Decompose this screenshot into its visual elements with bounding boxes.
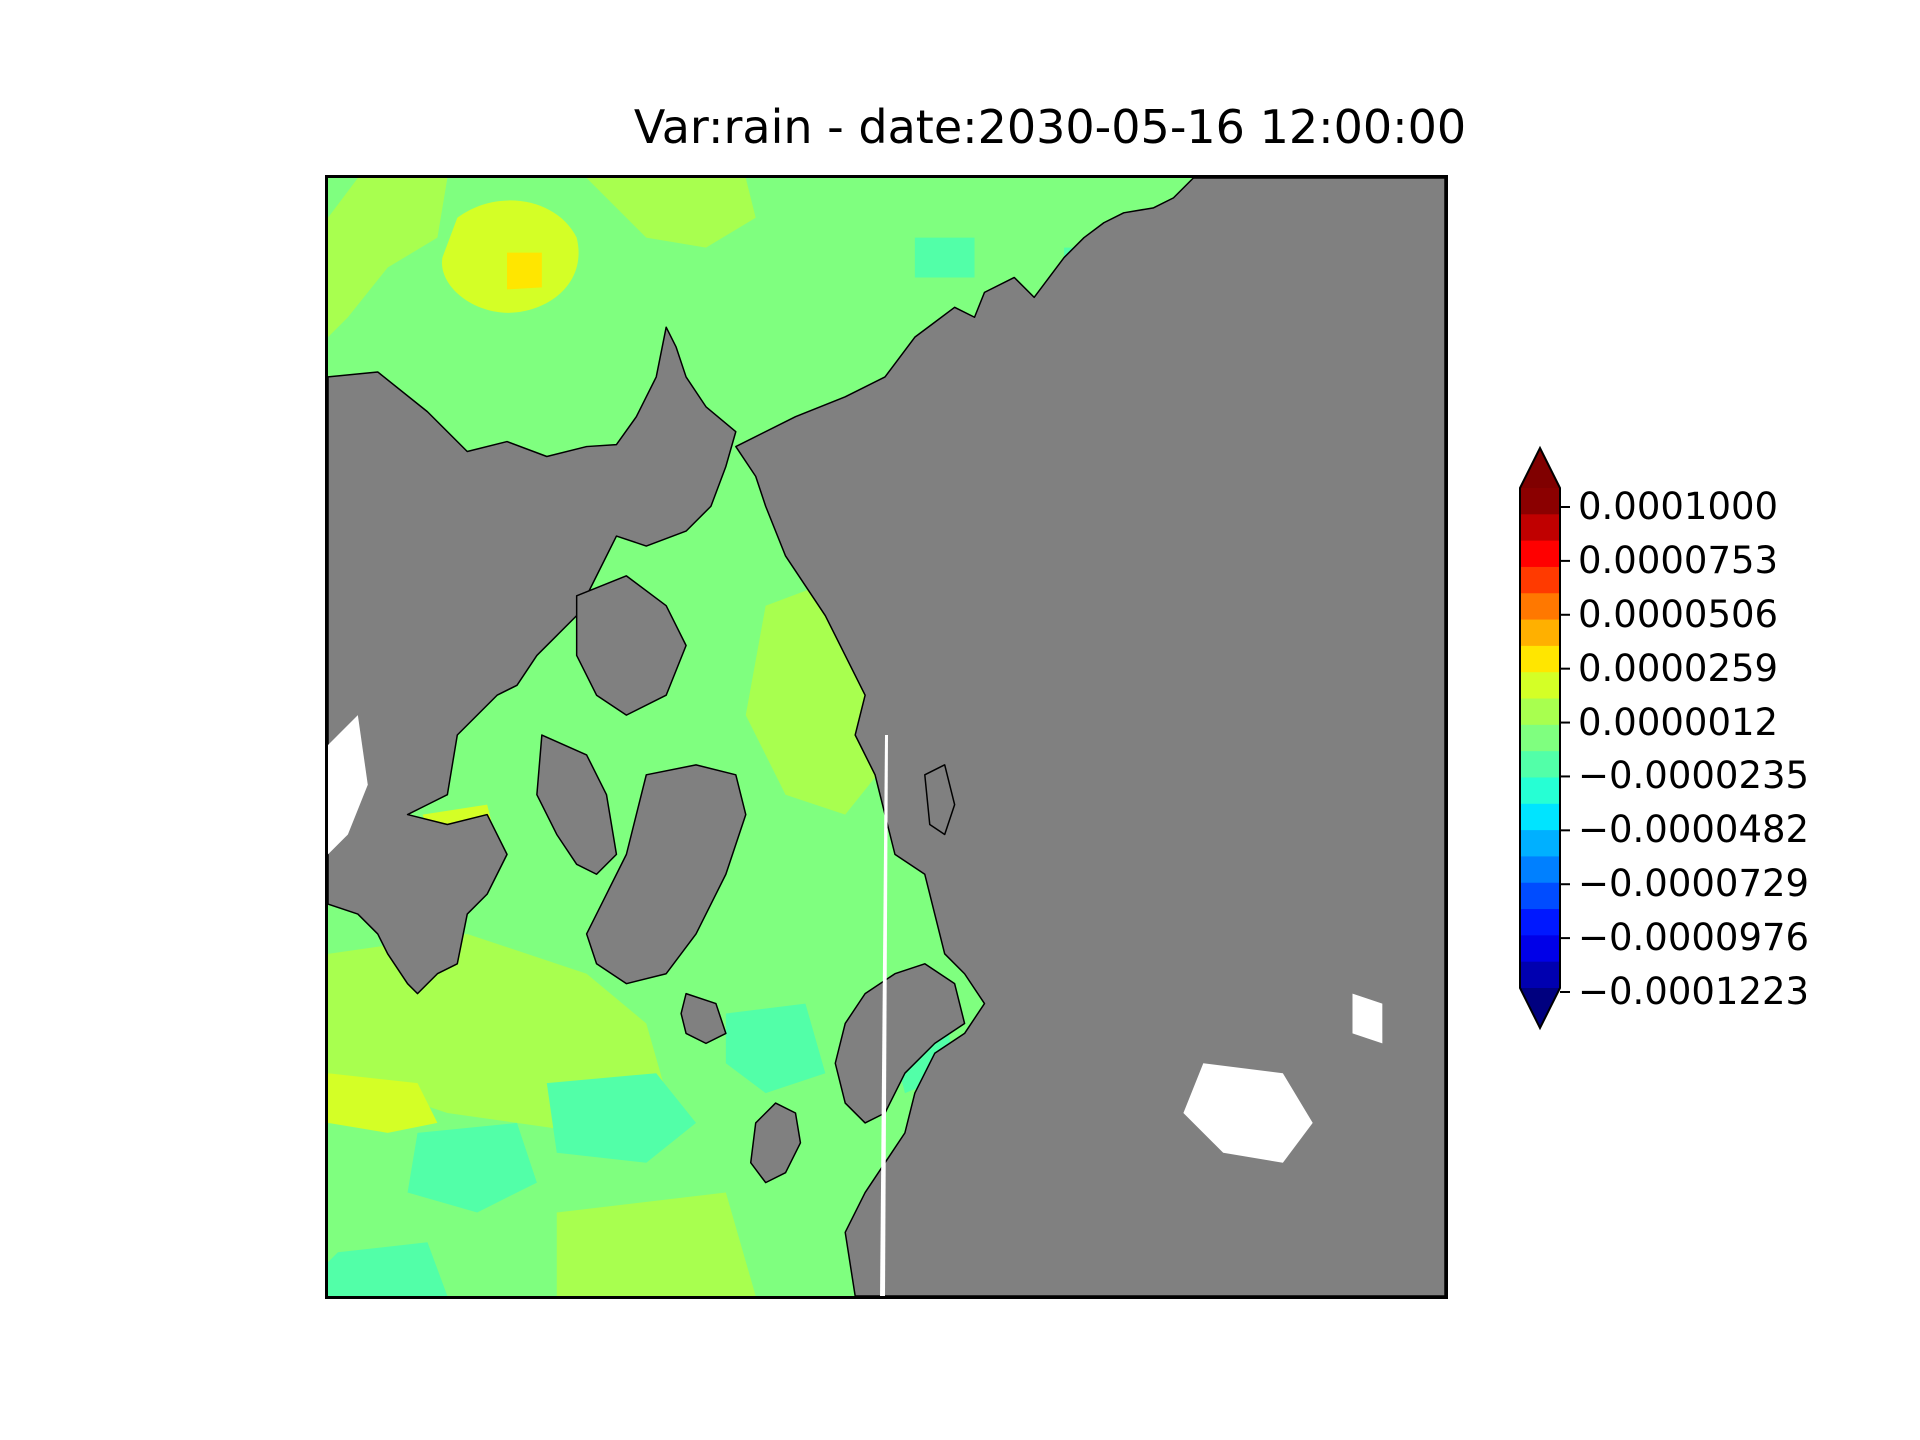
missing-data <box>328 715 1383 1296</box>
colorbar-tick-label: 0.0001000 <box>1578 485 1779 528</box>
missing-lakes-caspian <box>1183 1063 1313 1163</box>
missing-lake-aral <box>1352 993 1383 1044</box>
missing-meridian-line <box>880 735 888 1296</box>
colorbar-segment <box>1520 488 1560 515</box>
colorbar-tick-label: −0.0000976 <box>1578 916 1810 960</box>
colorbar-segment <box>1520 777 1560 805</box>
field-patch-atlantic-yellow <box>328 1073 438 1133</box>
land-north-america <box>328 326 737 995</box>
colorbar-segment <box>1520 935 1560 963</box>
colorbar-tick-label: −0.0000482 <box>1578 808 1810 852</box>
colorbar-tick-label: 0.0000506 <box>1578 592 1779 636</box>
colorbar-segment <box>1520 593 1560 621</box>
chart-title: Var:rain - date:2030-05-16 12:00:00 <box>633 100 1467 154</box>
colorbar-segment <box>1520 619 1560 647</box>
missing-lake-west <box>328 715 368 855</box>
colorbar-extend-max <box>1520 448 1560 488</box>
colorbar-segment <box>1520 698 1560 726</box>
colorbar-tick-label: −0.0000235 <box>1578 754 1810 798</box>
field-patch-bottom-light <box>556 1192 756 1296</box>
colorbar-segment <box>1520 751 1560 778</box>
field-patch-atlantic-cyan2 <box>546 1073 697 1163</box>
land-masses <box>328 178 1445 1296</box>
map-canvas <box>328 178 1445 1296</box>
land-british-isles <box>749 1102 802 1184</box>
colorbar-segment <box>1520 672 1560 700</box>
field-patch-cyan-1 <box>914 237 975 278</box>
colorbar-tick-label: 0.0000012 <box>1578 700 1779 744</box>
colorbar <box>1519 445 1570 1031</box>
land-asia <box>735 178 1445 1296</box>
field-patch-pacific-yellow <box>507 252 542 290</box>
colorbar-segment <box>1520 856 1560 884</box>
field-patch-atlantic-cyan <box>407 1122 537 1213</box>
land-canadian-archipelago <box>575 575 687 716</box>
land-baffin-island <box>536 734 618 876</box>
colorbar-svg <box>1519 445 1570 1031</box>
colorbar-tick-label: 0.0000753 <box>1578 538 1779 582</box>
map-panel <box>325 175 1448 1299</box>
colorbar-extend-min <box>1520 988 1560 1028</box>
land-scandinavia <box>834 963 966 1124</box>
field-patch-bottom-cyan <box>328 1242 448 1296</box>
colorbar-segment <box>1520 803 1560 831</box>
colorbar-segment <box>1520 540 1560 568</box>
colorbar-segment <box>1520 724 1560 752</box>
land-novaya-zemlya <box>924 764 956 836</box>
colorbar-segment <box>1520 909 1560 936</box>
colorbar-tick-label: 0.0000259 <box>1578 646 1779 690</box>
colorbar-segment <box>1520 566 1560 594</box>
field-patch-pacific-light2 <box>586 178 756 248</box>
land-iceland <box>680 992 727 1045</box>
land-greenland <box>585 764 747 985</box>
colorbar-tick-label: −0.0001223 <box>1578 970 1810 1013</box>
colorbar-segment <box>1520 830 1560 857</box>
colorbar-segment <box>1520 514 1560 542</box>
colorbar-segment <box>1520 961 1560 989</box>
colorbar-segment <box>1520 645 1560 673</box>
field-patch-pacific-light <box>328 178 448 338</box>
colorbar-tick-label: −0.0000729 <box>1578 862 1810 906</box>
colorbar-segment <box>1520 882 1560 910</box>
colorbar-outline <box>1519 445 1561 1031</box>
field-patch-iceland-cyan <box>725 1003 826 1094</box>
